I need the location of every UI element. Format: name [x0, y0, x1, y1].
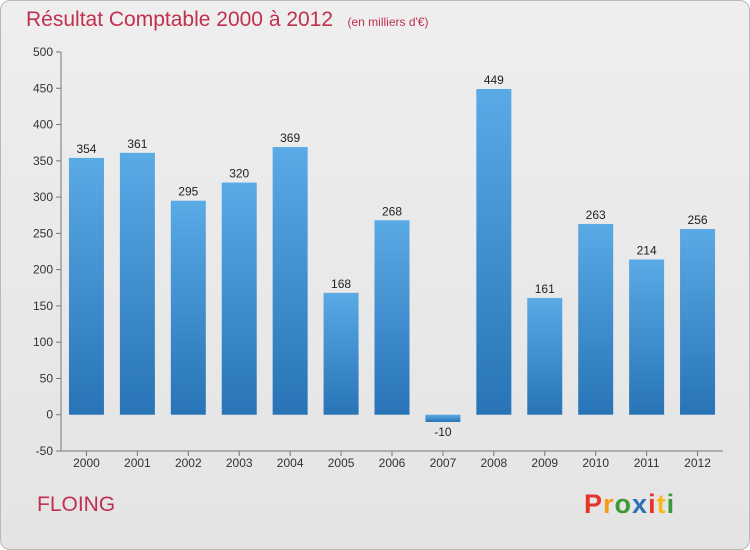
x-tick-label: 2003 — [226, 456, 253, 470]
bar-2008 — [476, 88, 512, 415]
bar-2001 — [119, 152, 155, 415]
data-label-2002: 295 — [178, 185, 198, 199]
y-tick-label: 250 — [33, 226, 53, 240]
data-label-2010: 263 — [586, 208, 606, 222]
y-tick-label: 100 — [33, 335, 53, 349]
data-label-2007: -10 — [434, 425, 452, 439]
data-label-2008: 449 — [484, 73, 504, 87]
y-tick-label: 300 — [33, 190, 53, 204]
y-tick-label: 150 — [33, 299, 53, 313]
y-tick-label: 500 — [33, 45, 53, 59]
bar-2009 — [527, 297, 563, 415]
bar-2003 — [221, 182, 257, 415]
y-tick-label: 200 — [33, 263, 53, 277]
logo-letter: o — [614, 489, 633, 519]
x-tick-label: 2007 — [430, 456, 457, 470]
y-tick-label: 450 — [33, 81, 53, 95]
logo-letter: t — [656, 489, 667, 519]
x-tick-label: 2000 — [73, 456, 100, 470]
data-label-2012: 256 — [688, 213, 708, 227]
data-label-2006: 268 — [382, 204, 402, 218]
data-label-2005: 168 — [331, 277, 351, 291]
x-tick-label: 2008 — [480, 456, 507, 470]
logo-letter: x — [632, 489, 649, 519]
bar-2000 — [68, 157, 104, 415]
y-tick-label: 350 — [33, 154, 53, 168]
data-label-2009: 161 — [535, 282, 555, 296]
data-label-2000: 354 — [76, 142, 96, 156]
x-tick-label: 2004 — [277, 456, 304, 470]
bar-2006 — [374, 220, 410, 415]
data-label-2001: 361 — [127, 137, 147, 151]
logo-letter: r — [603, 489, 615, 519]
y-tick-label: 400 — [33, 118, 53, 132]
y-tick-label: 50 — [40, 371, 54, 385]
bar-2007 — [425, 414, 461, 422]
chart-unit: (en milliers d'€) — [347, 15, 429, 29]
logo-letter: P — [584, 489, 604, 519]
x-tick-label: 2001 — [124, 456, 151, 470]
logo-letter: i — [666, 489, 676, 519]
bar-2005 — [323, 292, 359, 415]
y-tick-label: 0 — [46, 408, 53, 422]
x-tick-label: 2006 — [379, 456, 406, 470]
data-label-2011: 214 — [637, 243, 657, 257]
data-label-2004: 369 — [280, 131, 300, 145]
y-tick-label: -50 — [36, 444, 54, 458]
chart-title: Résultat Comptable 2000 à 2012 — [26, 8, 334, 31]
x-tick-label: 2002 — [175, 456, 202, 470]
logo-letter: i — [648, 489, 657, 519]
bar-2004 — [272, 147, 308, 415]
x-tick-label: 2005 — [328, 456, 355, 470]
bar-2011 — [629, 259, 665, 415]
x-tick-label: 2009 — [531, 456, 558, 470]
bar-2002 — [170, 200, 206, 415]
bar-2012 — [680, 229, 716, 415]
x-tick-label: 2012 — [684, 456, 711, 470]
brand-logo: Proxiti — [584, 489, 675, 520]
x-tick-label: 2010 — [582, 456, 609, 470]
x-tick-label: 2011 — [634, 456, 660, 470]
title-row: Résultat Comptable 2000 à 2012 (en milli… — [26, 8, 428, 32]
bar-2010 — [578, 223, 614, 415]
data-label-2003: 320 — [229, 167, 249, 181]
place-name: FLOING — [37, 493, 116, 516]
